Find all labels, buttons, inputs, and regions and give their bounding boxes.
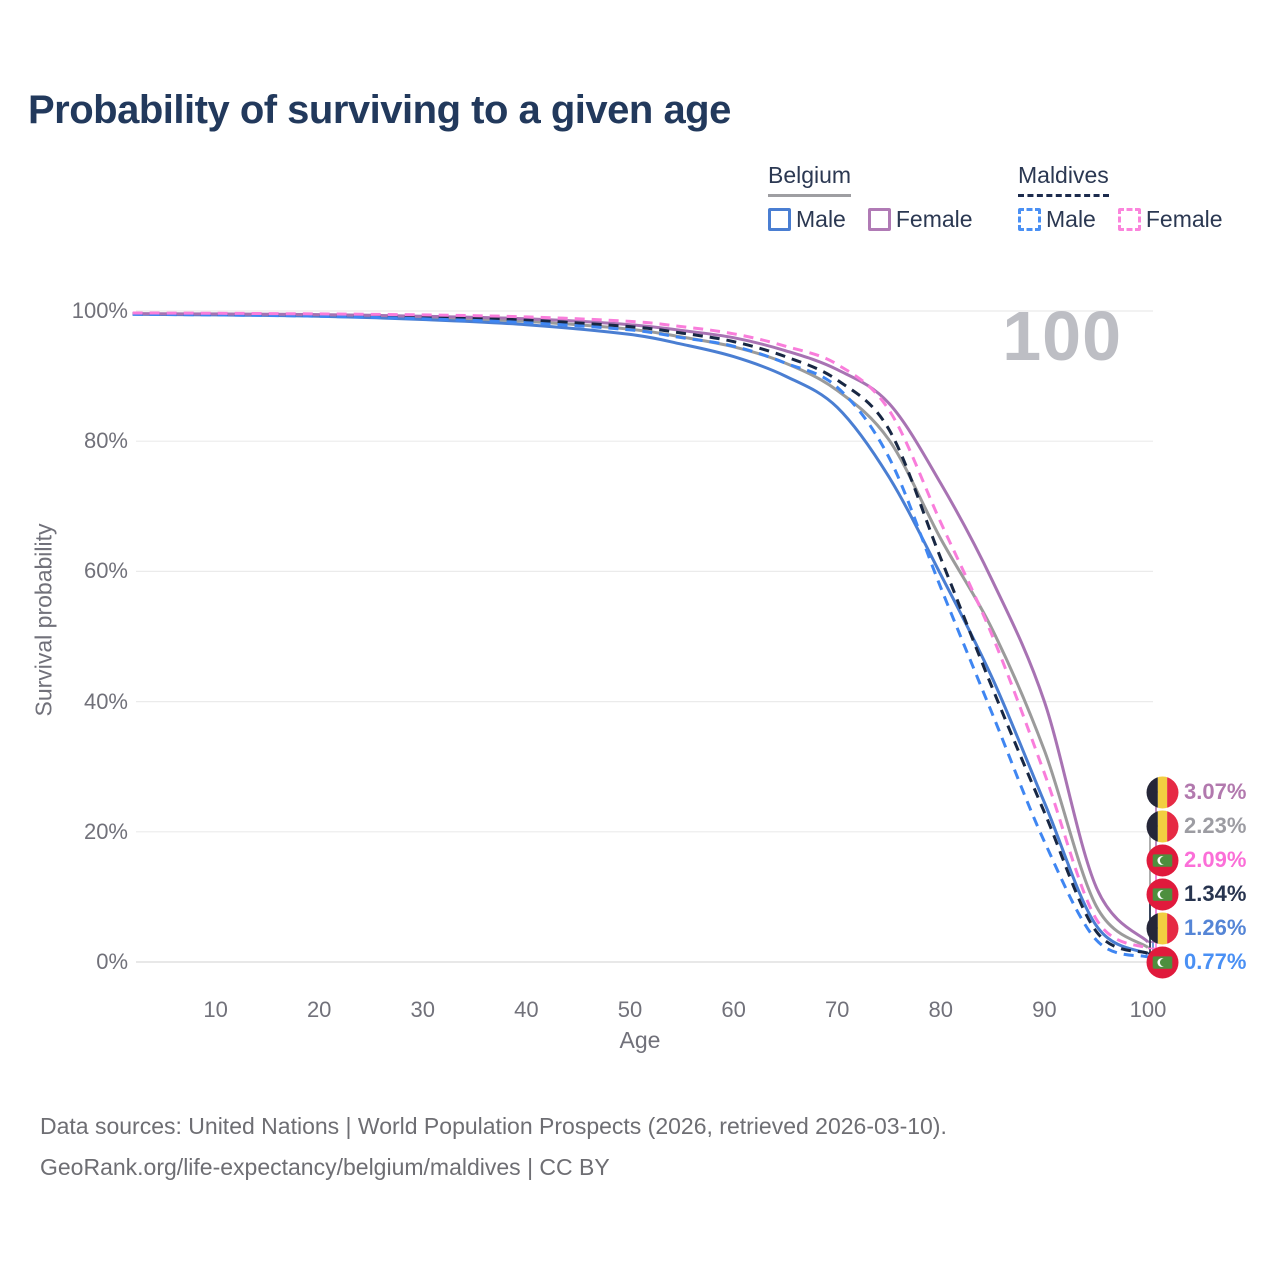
end-label-belgium-both-sexes-: 2.23% [1146,810,1246,843]
maldives-flag-icon [1146,946,1179,979]
legend-item-maldives-female[interactable]: Female [1117,206,1223,233]
x-tick-label: 50 [617,997,643,1022]
legend-country-maldives[interactable]: Maldives [1018,162,1109,197]
survival-curves [132,311,1150,959]
end-label-maldives-female-: 2.09% [1146,844,1246,877]
age-cursor-value: 100 [1002,297,1122,375]
y-tick-label: 0% [96,949,128,974]
gridlines [136,310,1153,963]
belgium-male-swatch-icon [768,208,791,231]
legend-item-label: Female [1145,206,1223,232]
end-label-maldives-male-: 0.77% [1146,946,1246,979]
x-tick-label: 10 [203,997,228,1022]
legend-item-label: Male [1046,206,1096,232]
end-label-value: 2.23% [1184,813,1247,838]
maldives-female-swatch-icon [1117,208,1141,231]
end-label-belgium-female-: 3.07% [1146,776,1246,809]
series-line-belgium-both [132,312,1149,949]
maldives-flag-icon [1146,844,1179,877]
series-line-maldives-female [132,311,1149,950]
footer: Data sources: United Nations | World Pop… [40,1106,947,1188]
end-label-value: 2.09% [1184,847,1247,872]
x-axis-title: Age [619,1027,661,1053]
end-label-maldives-both-sexes-: 1.34% [1146,878,1246,911]
legend-group-maldives: Maldives Male Female [1018,162,1223,233]
y-tick-label: 40% [83,688,128,714]
belgium-flag-icon [1146,810,1179,843]
x-tick-label: 70 [824,997,850,1022]
maldives-male-swatch-icon [1018,208,1041,231]
legend-item-maldives-male[interactable]: Male [1018,206,1096,233]
end-label-belgium-male-: 1.26% [1146,912,1246,945]
legend-country-belgium[interactable]: Belgium [768,162,852,197]
chart-title: Probability of surviving to a given age [28,88,731,132]
attribution-text: GeoRank.org/life-expectancy/belgium/mald… [40,1154,610,1180]
legend-group-belgium: Belgium Male Female [768,162,973,233]
end-label-value: 1.34% [1184,881,1247,906]
legend-item-label: Female [895,206,973,232]
data-sources-text: Data sources: United Nations | World Pop… [40,1113,947,1139]
legend-items-belgium: Male Female [768,206,973,233]
legend-item-belgium-female[interactable]: Female [867,206,973,233]
y-tick-label: 60% [83,558,128,584]
x-tick-label: 60 [721,997,746,1022]
legend-item-label: Male [796,206,846,232]
belgium-female-swatch-icon [867,208,891,231]
y-tick-label: 100% [71,298,128,323]
y-tick-label: 20% [83,818,128,844]
belgium-flag-icon [1146,776,1179,809]
y-axis-title: Survival probability [30,523,57,717]
end-label-value: 3.07% [1184,779,1247,804]
x-tick-label: 30 [410,997,436,1022]
x-tick-label: 20 [306,997,332,1022]
x-tick-label: 40 [514,997,539,1022]
series-line-belgium-female [132,312,1150,944]
end-label-value: 0.77% [1184,949,1247,974]
legend-items-maldives: Male Female [1018,206,1223,233]
x-tick-label: 100 [1129,997,1167,1022]
series-line-maldives-male [132,312,1149,959]
belgium-flag-icon [1146,912,1179,945]
legend-item-belgium-male[interactable]: Male [768,206,846,233]
x-tick-label: 90 [1032,997,1057,1022]
x-tick-label: 80 [928,997,954,1022]
end-label-value: 1.26% [1184,915,1247,940]
maldives-flag-icon [1146,878,1179,911]
y-tick-label: 80% [83,428,128,454]
